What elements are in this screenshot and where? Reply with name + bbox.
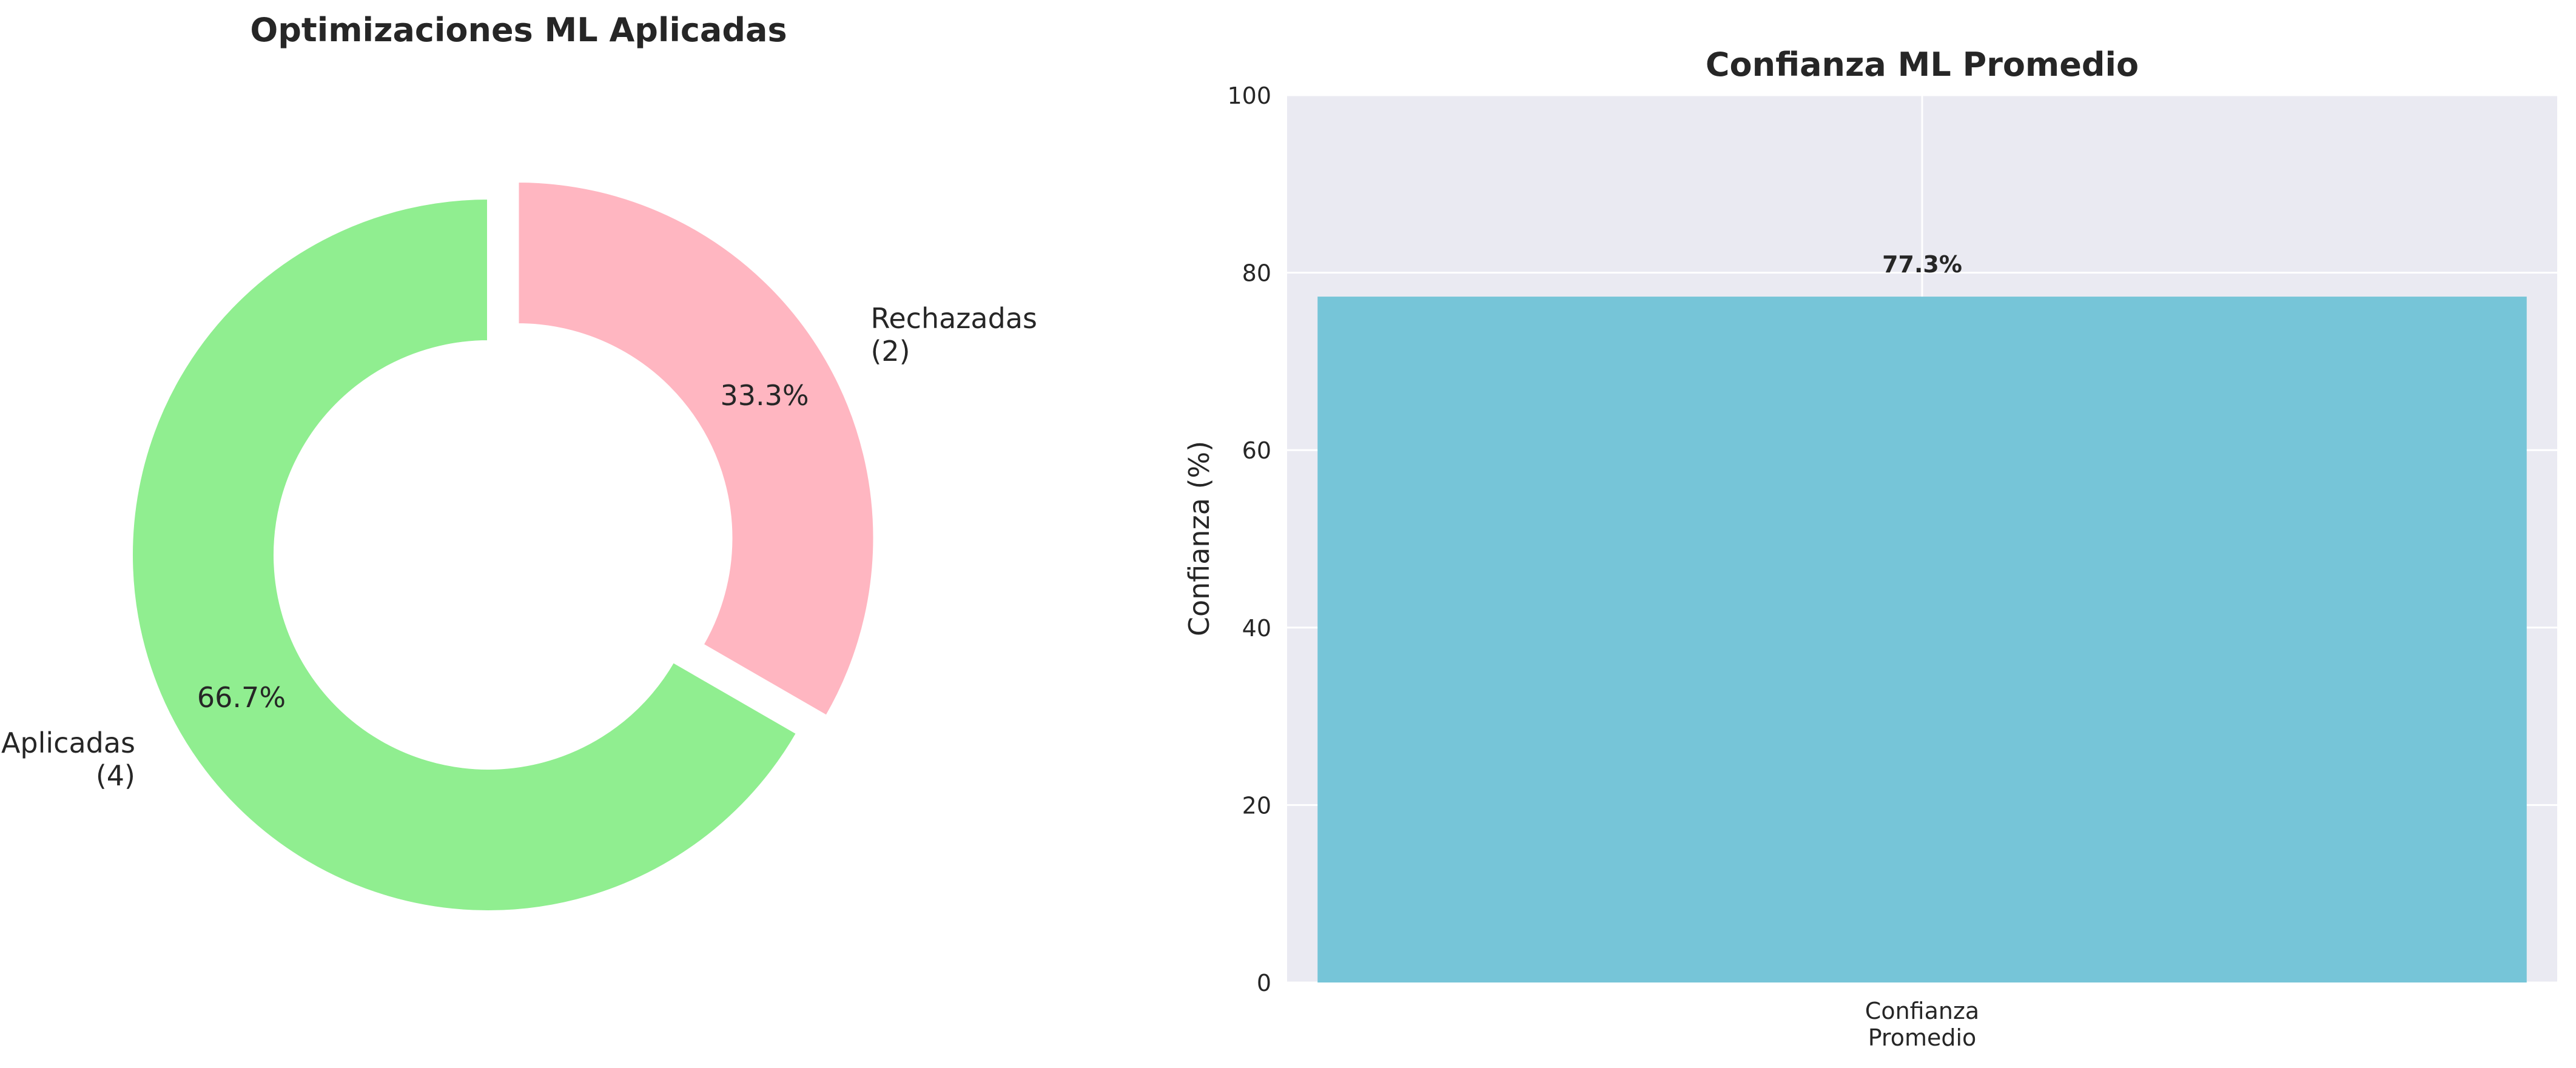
y-tick-label-100: 100 <box>1227 82 1271 109</box>
donut-category-label-rechazadas: Rechazadas (2) <box>870 302 1037 368</box>
donut-category-label-aplicadas: Aplicadas (4) <box>1 727 135 792</box>
donut-percent-label-aplicadas: 66.7% <box>197 681 286 714</box>
bar-chart-title: Confianza ML Promedio <box>1706 45 2139 84</box>
y-tick-label-80: 80 <box>1242 260 1271 287</box>
y-tick-label-40: 40 <box>1242 615 1271 642</box>
donut-chart-panel: Optimizaciones ML Aplicadas 33.3% Rechaza… <box>1 11 1037 913</box>
y-tick-label-0: 0 <box>1257 970 1271 996</box>
donut-percent-label-rechazadas: 33.3% <box>720 379 809 412</box>
bar-tick-labels: 0 20 40 60 80 100 Confianza Promedio <box>1227 82 1979 1051</box>
donut-slices <box>130 180 876 913</box>
y-tick-label-60: 60 <box>1242 437 1271 464</box>
donut-labels: 33.3% Rechazadas (2) 66.7% Aplicadas (4) <box>1 302 1037 792</box>
bar-0 <box>1317 297 2527 982</box>
x-tick-label-0: Confianza Promedio <box>1865 998 1979 1051</box>
donut-chart-title: Optimizaciones ML Aplicadas <box>250 11 787 49</box>
bar-marks: 77.3% <box>1317 251 2527 982</box>
bar-chart-panel: 77.3% 0 20 40 60 80 100 Confianza Promedio Conf… <box>1183 45 2557 1051</box>
donut-slice-rechazadas <box>516 180 876 718</box>
y-tick-label-20: 20 <box>1242 792 1271 819</box>
donut-slice-aplicadas <box>130 196 799 913</box>
y-axis-label: Confianza (%) <box>1183 441 1216 636</box>
bar-data-label-0: 77.3% <box>1882 251 1962 278</box>
